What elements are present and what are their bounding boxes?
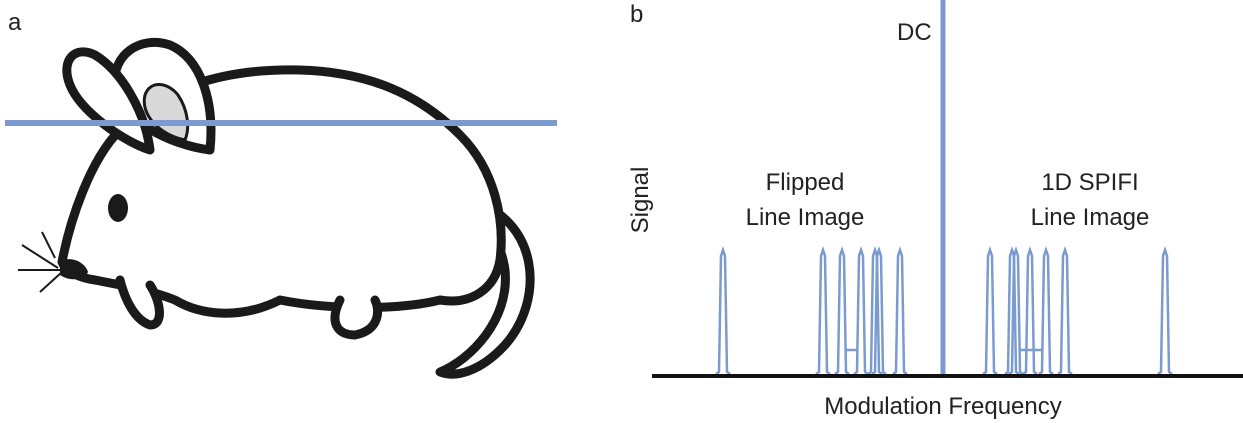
annotation: Line Image	[1031, 204, 1150, 231]
mouse-drawing	[18, 37, 535, 379]
y-axis-label: Signal	[627, 167, 654, 234]
dc-label: DC	[897, 19, 932, 46]
spectrum	[715, 0, 1173, 376]
spectrum-trace	[1022, 246, 1038, 376]
spectrum-trace	[853, 246, 869, 376]
annotation: Line Image	[746, 204, 865, 231]
spectrum-trace	[715, 246, 731, 376]
x-axis-label: Modulation Frequency	[824, 393, 1061, 420]
annotation: Flipped	[766, 169, 845, 196]
annotation: 1D SPIFI	[1041, 169, 1138, 196]
spectrum-trace	[1038, 246, 1054, 376]
panel-label: b	[630, 1, 643, 28]
spectrum-trace	[1057, 246, 1073, 376]
spectrum-trace	[871, 246, 887, 376]
spectrum-trace	[815, 246, 831, 376]
spectrum-trace	[1004, 246, 1020, 376]
spectrum-trace	[834, 246, 850, 376]
spectrum-trace	[982, 246, 998, 376]
spectrum-trace	[867, 246, 883, 376]
spectrum-trace	[1157, 246, 1173, 376]
panel-label: a	[8, 9, 22, 36]
spectrum-trace	[892, 246, 908, 376]
spectrum-trace	[1008, 246, 1024, 376]
